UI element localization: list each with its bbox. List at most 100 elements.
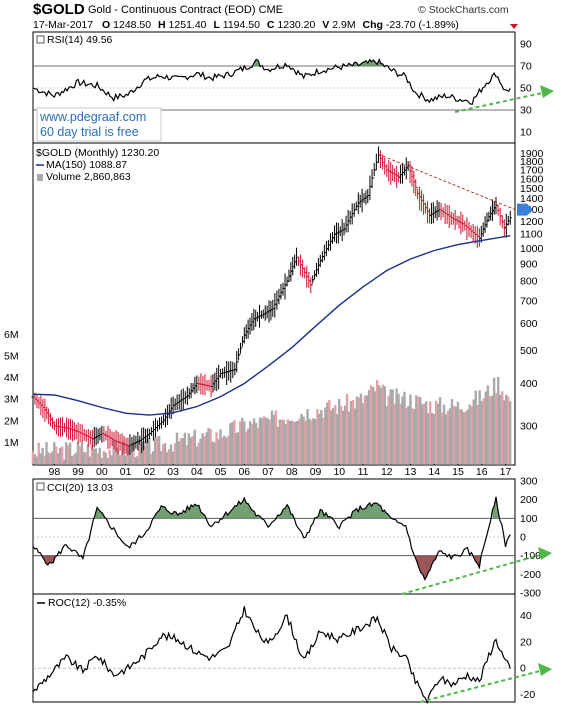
volume-bar xyxy=(302,416,305,464)
x-tick-label: 00 xyxy=(96,466,108,478)
volume-bar xyxy=(419,397,422,464)
volume-bar xyxy=(478,390,481,464)
volume-bar xyxy=(134,457,137,464)
volume-y-tick: 3M xyxy=(4,394,19,406)
volume-bar xyxy=(248,421,252,464)
volume-bar xyxy=(326,402,329,464)
volume-bar xyxy=(472,399,475,464)
volume-bar xyxy=(482,398,485,464)
volume-bar xyxy=(106,458,109,464)
volume-bar xyxy=(148,437,151,464)
rsi-trend-arrow-line xyxy=(454,92,543,113)
volume-bar xyxy=(345,393,349,464)
volume-y-tick: 4M xyxy=(4,372,19,384)
volume-bar xyxy=(221,437,224,464)
promo-box-frame xyxy=(36,107,162,142)
volume-bar xyxy=(68,442,72,464)
volume-bar xyxy=(334,405,337,464)
x-tick-label: 02 xyxy=(144,466,156,478)
volume-bar xyxy=(387,395,390,464)
x-tick-label: 11 xyxy=(358,466,369,478)
volume-bar xyxy=(379,387,383,464)
rsi-legend-value: 49.56 xyxy=(86,34,112,46)
x-tick-label: 07 xyxy=(262,466,274,478)
volume-bar xyxy=(492,377,496,464)
volume-bar xyxy=(203,436,206,464)
volume-bar xyxy=(86,444,90,464)
volume-bar xyxy=(66,445,70,464)
volume-bar xyxy=(72,454,76,464)
axis-labels: 90705030106M5M4M3M2M1M190018001700160015… xyxy=(4,39,544,701)
close-value: 1230.20 xyxy=(277,19,315,31)
volume-bar xyxy=(474,390,477,464)
volume-bar xyxy=(88,456,92,464)
volume-bar xyxy=(464,411,468,464)
roc-legend: ROC(12) -0.35% xyxy=(37,597,126,609)
exchange-text: CME xyxy=(259,4,283,16)
volume-bar xyxy=(357,397,361,464)
volume-bar xyxy=(215,432,218,464)
volume-bar xyxy=(282,420,285,464)
volume-bar xyxy=(497,376,500,464)
volume-bar xyxy=(284,424,287,464)
volume-bar xyxy=(94,448,98,464)
x-tick-label: 99 xyxy=(72,466,84,478)
volume-bar xyxy=(138,438,141,464)
volume-bar xyxy=(187,433,191,464)
price-y-tick: 800 xyxy=(520,276,538,288)
x-tick-label: 13 xyxy=(405,466,417,478)
volume-bar xyxy=(306,409,309,464)
rsi-y-tick: 50 xyxy=(520,83,532,95)
x-tick-label: 10 xyxy=(333,466,345,478)
volume-bar xyxy=(252,418,256,464)
volume-bar xyxy=(444,414,448,464)
volume-bar xyxy=(373,391,377,464)
x-tick-label: 12 xyxy=(381,466,393,478)
volume-bar xyxy=(341,410,345,464)
volume-bar xyxy=(195,446,198,464)
volume-bar xyxy=(41,447,44,464)
roc-y-tick: -20 xyxy=(520,689,535,701)
cci-overbought-fill xyxy=(95,496,500,519)
stockcharts-watermark: © StockCharts.com xyxy=(418,4,509,16)
volume-bar xyxy=(45,442,48,464)
x-tick-label: 05 xyxy=(215,466,227,478)
volume-bar xyxy=(501,391,504,464)
description-text: Gold - Continuous Contract (EOD) xyxy=(88,4,256,16)
volume-bar xyxy=(241,417,244,464)
volume-bar xyxy=(316,409,319,464)
x-tick-label: 16 xyxy=(476,466,488,478)
volume-bar xyxy=(118,455,121,464)
volume-bar xyxy=(243,421,246,464)
rsi-y-tick: 10 xyxy=(520,127,532,139)
volume-bar xyxy=(39,453,42,464)
roc-legend-text: ROC(12) -0.35% xyxy=(48,597,126,609)
low-label: L xyxy=(213,19,220,31)
price-y-tick: 400 xyxy=(520,378,538,390)
volume-value: 2.9M xyxy=(332,19,355,31)
volume-bar xyxy=(429,401,432,464)
price-legend-text: $GOLD (Monthly) 1230.20 xyxy=(36,147,159,159)
cci-trend-arrow-head-icon xyxy=(538,547,552,560)
volume-bar xyxy=(361,403,365,464)
cci-y-tick: 100 xyxy=(520,513,538,525)
rsi-y-tick: 30 xyxy=(520,105,532,117)
volume-bar xyxy=(244,431,248,464)
cci-y-tick: 200 xyxy=(520,494,538,506)
volume-bar xyxy=(339,405,343,464)
roc-panel xyxy=(32,593,516,703)
volume-bar xyxy=(142,441,145,464)
volume-bar xyxy=(191,436,194,464)
volume-bar xyxy=(211,441,214,464)
x-tick-label: 01 xyxy=(120,466,132,478)
volume-bar xyxy=(318,413,321,464)
volume-bar xyxy=(294,421,297,464)
volume-bar xyxy=(504,394,508,464)
volume-bar xyxy=(152,451,155,464)
promo-box: www.pdegraaf.com 60 day trial is free xyxy=(36,107,162,142)
high-label: H xyxy=(158,19,166,31)
volume-bar xyxy=(76,442,80,464)
price-y-tick: 1200 xyxy=(520,216,544,228)
volume-bar xyxy=(427,413,430,464)
volume-bar xyxy=(59,447,62,464)
